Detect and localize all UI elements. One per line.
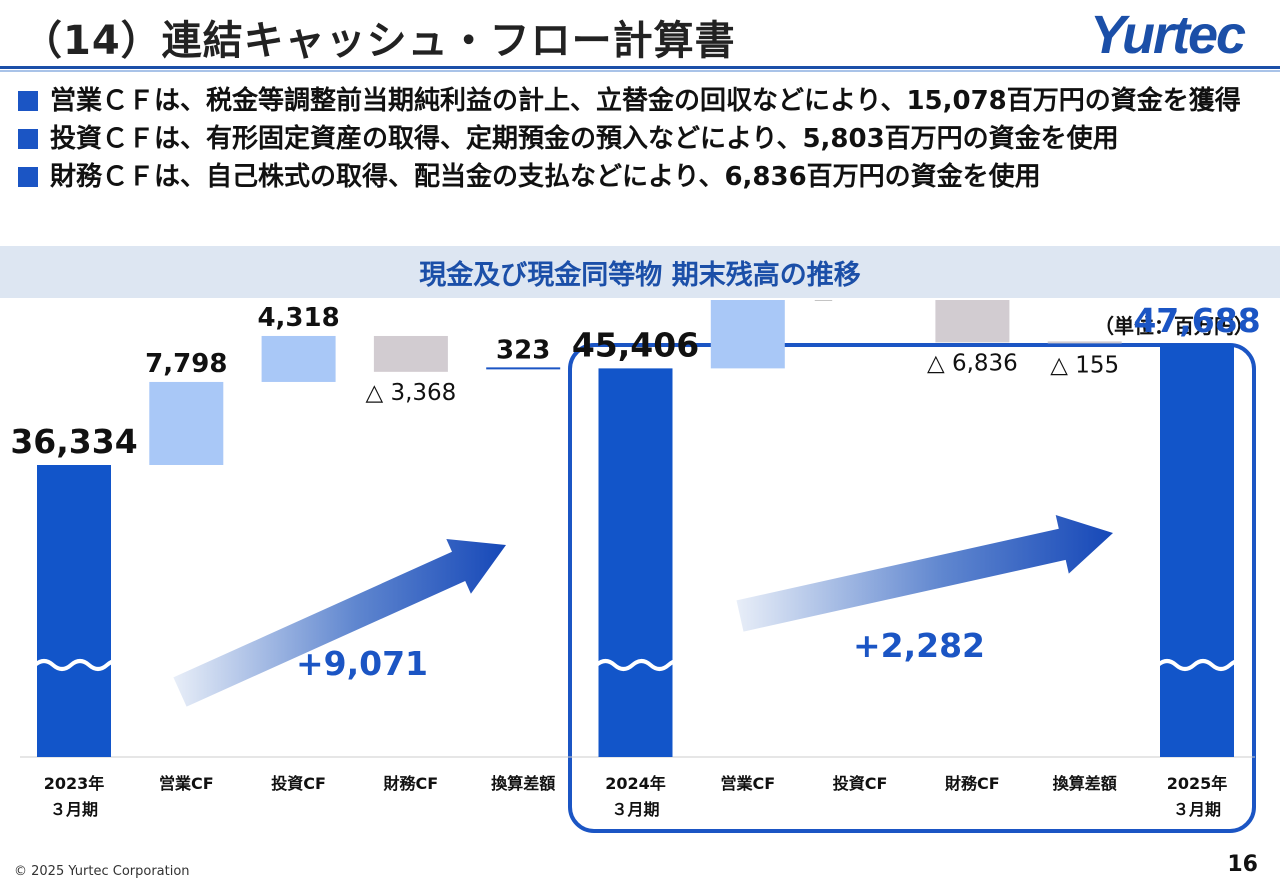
- category-label: 財務CF: [384, 774, 439, 793]
- delta-bar: [261, 335, 336, 382]
- delta-value-label: 7,798: [145, 349, 227, 379]
- bullet-operating-cf: 営業ＣＦは、税金等調整前当期純利益の計上、立替金の回収などにより、15,078百…: [18, 82, 1268, 120]
- title-divider: [0, 66, 1280, 69]
- axis-break-mark: [595, 659, 688, 671]
- bullet-square-icon: [18, 167, 38, 187]
- category-label: 営業CF: [720, 774, 775, 793]
- category-label: 投資CF: [271, 774, 326, 793]
- delta-bar: [935, 300, 1010, 343]
- category-label: 投資CF: [833, 774, 888, 793]
- category-label: 2025年: [1167, 774, 1228, 793]
- growth-arrow: [173, 539, 506, 707]
- bullet-text: 投資ＣＦは、有形固定資産の取得、定期預金の預入などにより、5,803百万円の資金…: [50, 124, 1119, 154]
- delta-value-label: △ 5,803: [815, 300, 906, 304]
- category-label: 換算差額: [491, 774, 555, 793]
- category-label: ３月期: [1173, 800, 1221, 819]
- delta-value-label: △ 6,836: [927, 350, 1018, 376]
- bullet-text: 財務ＣＦは、自己株式の取得、配当金の支払などにより、6,836百万円の資金を使用: [50, 162, 1041, 192]
- category-label: 営業CF: [159, 774, 214, 793]
- unit-label: （単位：百万円）: [1094, 314, 1254, 338]
- bullet-square-icon: [18, 91, 38, 111]
- waterfall-chart: 36,334 2023年 ３月期 7,798 営業CF 4,318 投資CF △ 3,368 財…: [10, 300, 1261, 819]
- title-divider-light: [0, 70, 1280, 72]
- category-label: ３月期: [50, 800, 98, 819]
- copyright-text: © 2025 Yurtec Corporation: [14, 864, 190, 879]
- delta-value-label: 4,318: [257, 303, 339, 333]
- total-bar: [1160, 344, 1234, 757]
- axis-break-mark: [33, 659, 127, 671]
- delta-value-label: △ 155: [1050, 352, 1119, 378]
- delta-bar: [149, 381, 224, 465]
- total-value-label: 45,406: [572, 325, 699, 364]
- company-logo: Yurtec: [1090, 5, 1246, 65]
- change-value-label: +9,071: [296, 644, 428, 683]
- bullet-square-icon: [18, 129, 38, 149]
- bullet-investing-cf: 投資ＣＦは、有形固定資産の取得、定期預金の預入などにより、5,803百万円の資金…: [18, 120, 1268, 158]
- category-label: 2024年: [605, 774, 666, 793]
- delta-bar: [710, 300, 785, 369]
- category-label: ３月期: [611, 800, 659, 819]
- total-value-label: 47,688: [1133, 301, 1260, 340]
- delta-value-label: △ 3,368: [365, 380, 456, 406]
- summary-bullets: 営業ＣＦは、税金等調整前当期純利益の計上、立替金の回収などにより、15,078百…: [18, 82, 1268, 196]
- bullet-financing-cf: 財務ＣＦは、自己株式の取得、配当金の支払などにより、6,836百万円の資金を使用: [18, 158, 1268, 196]
- delta-value-label: 323: [496, 335, 550, 365]
- total-value-label: 36,334: [10, 422, 137, 461]
- total-bar: [37, 465, 111, 757]
- axis-break-mark: [1156, 659, 1250, 671]
- category-label: 換算差額: [1053, 774, 1117, 793]
- delta-bar: [373, 335, 448, 372]
- category-label: 財務CF: [945, 774, 1000, 793]
- change-value-label: +2,282: [853, 626, 985, 665]
- highlight-frame: [568, 343, 1256, 833]
- page-number: 16: [1227, 852, 1258, 877]
- category-label: 2023年: [44, 774, 105, 793]
- growth-arrow: [736, 515, 1113, 632]
- section-title: 現金及び現金同等物 期末残高の推移: [0, 246, 1280, 298]
- total-bar: [598, 368, 673, 757]
- page-title: （14）連結キャッシュ・フロー計算書: [22, 18, 736, 64]
- bullet-text: 営業ＣＦは、税金等調整前当期純利益の計上、立替金の回収などにより、15,078百…: [50, 86, 1241, 116]
